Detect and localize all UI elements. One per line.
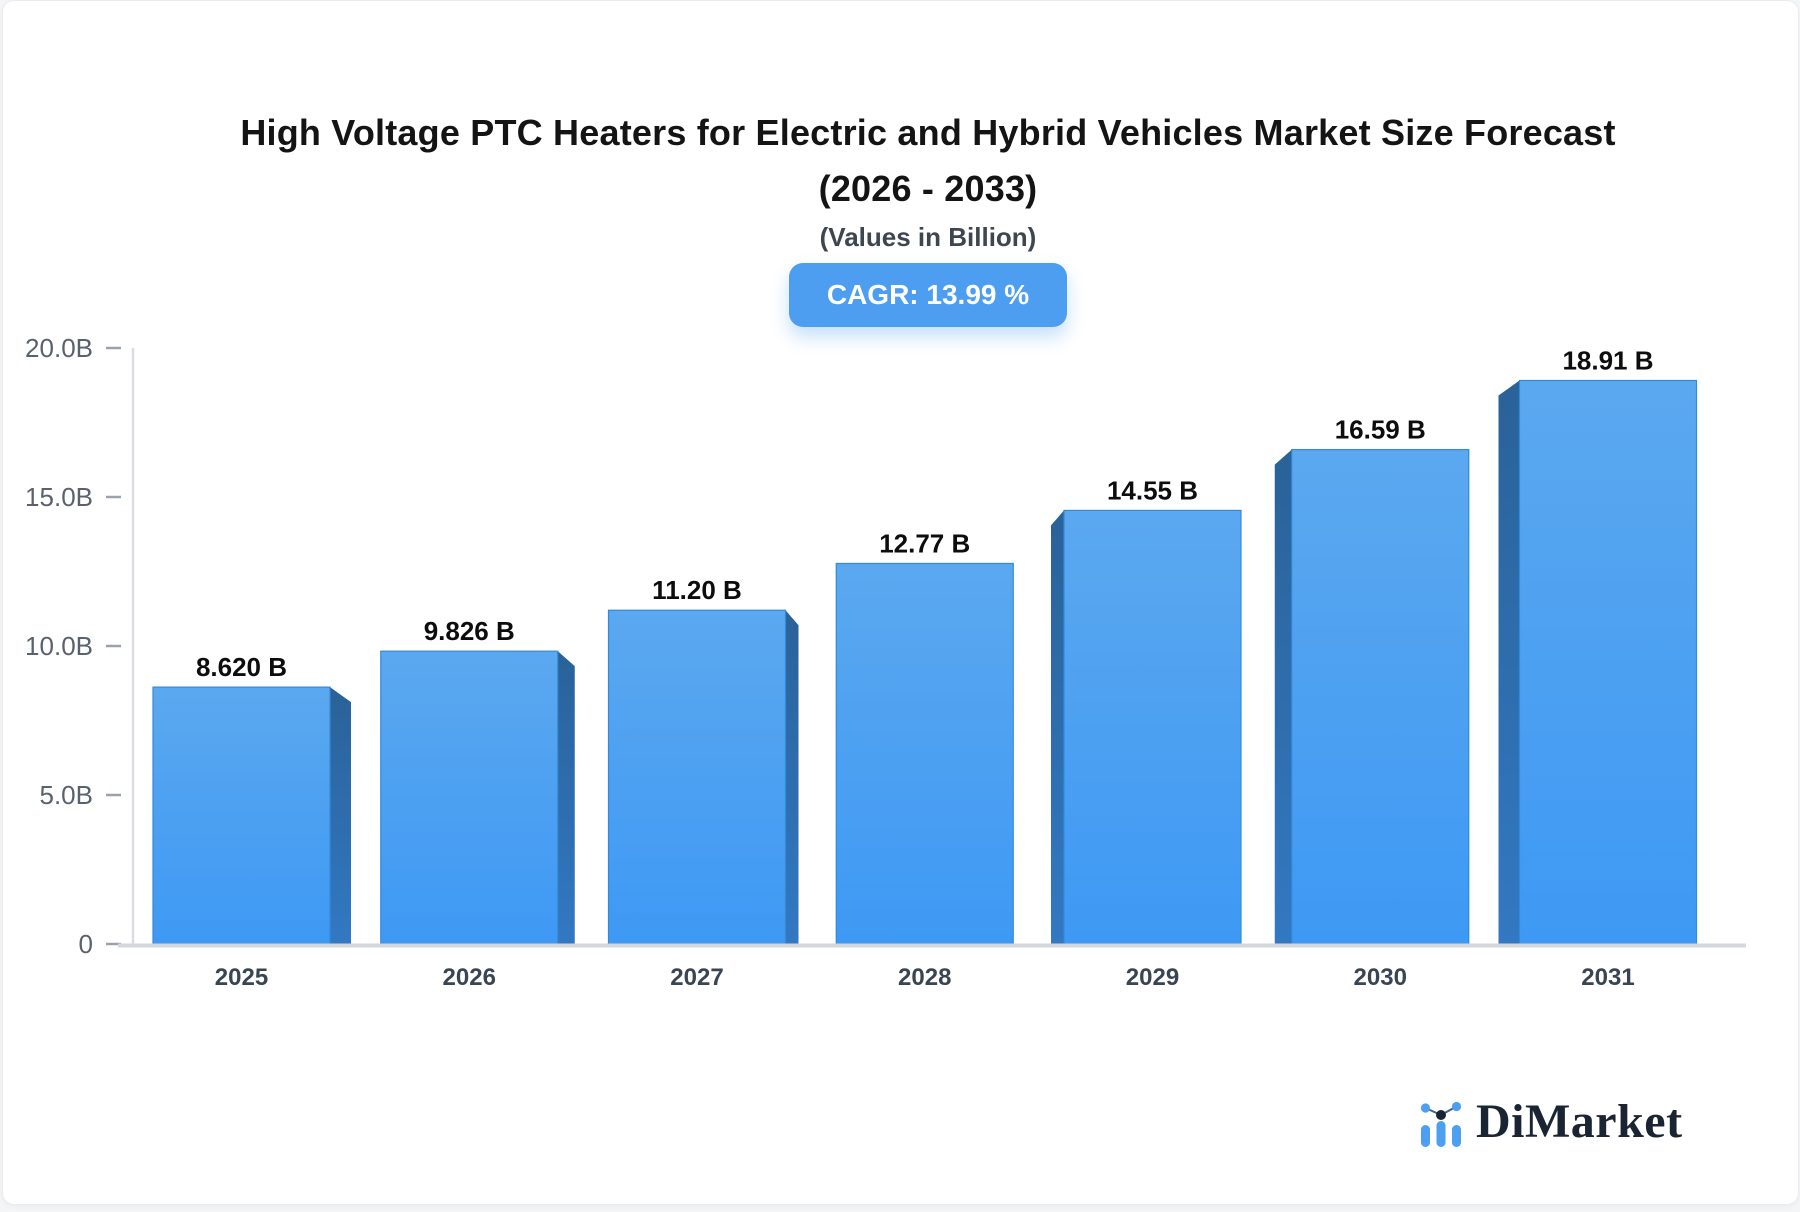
bar-value-label: 9.826 B [424, 616, 515, 646]
bar-side-face [330, 687, 351, 944]
x-axis-label: 2027 [670, 964, 723, 991]
y-axis-label: 15.0B [25, 482, 93, 512]
bar-chart: 20.0B 15.0B 10.0B 5.0B 0 8.620 B 2025 9.826 B 20… [25, 333, 1746, 991]
bar-side-face [785, 610, 799, 944]
chart-title-line2: (2026 - 2033) [818, 168, 1038, 209]
bar-face[interactable] [835, 562, 1014, 945]
y-axis-label: 10.0B [25, 631, 93, 661]
chart-title-line1: High Voltage PTC Heaters for Electric an… [240, 112, 1616, 153]
y-axis-label: 5.0B [40, 780, 94, 810]
bar-2030[interactable] [1274, 449, 1470, 945]
bar-face[interactable] [1518, 379, 1698, 945]
bar-side-face [1274, 449, 1292, 944]
x-axis-label: 2030 [1354, 964, 1407, 991]
bar-value-label: 11.20 B [652, 575, 742, 605]
bar-2028[interactable] [835, 562, 1014, 945]
bar-value-label: 14.55 B [1107, 475, 1198, 505]
bar-2027[interactable] [607, 609, 799, 945]
bar-value-label: 16.59 B [1335, 415, 1426, 445]
bar-value-label: 18.91 B [1562, 345, 1653, 375]
bar-face[interactable] [1063, 509, 1242, 945]
x-axis-label: 2028 [898, 964, 951, 991]
y-axis-label: 0 [79, 929, 93, 959]
brand-logo-icon [1420, 1101, 1462, 1147]
bar-side-face [557, 651, 575, 944]
y-axis-label: 20.0B [25, 333, 93, 363]
chart-subtitle: (Values in Billion) [819, 222, 1037, 252]
bar-2031[interactable] [1498, 379, 1698, 945]
x-axis-label: 2031 [1581, 964, 1634, 991]
bar-2026[interactable] [380, 650, 575, 945]
bar-2029[interactable] [1051, 509, 1242, 945]
bar-2025[interactable] [152, 686, 351, 945]
brand-logo: DiMarket [1419, 1097, 1683, 1147]
bar-side-face [1498, 380, 1520, 944]
x-axis-label: 2029 [1126, 964, 1179, 991]
bar-value-label: 8.620 B [196, 652, 287, 682]
brand-name: DiMarket [1476, 1095, 1683, 1148]
bar-side-face [1051, 510, 1064, 944]
bar-face[interactable] [607, 609, 787, 945]
bar-face[interactable] [380, 650, 559, 945]
bar-value-label: 12.77 B [879, 528, 970, 558]
cagr-badge: CAGR: 13.99 % [788, 263, 1068, 327]
chart-header: High Voltage PTC Heaters for Electric an… [53, 105, 1800, 327]
x-axis-label: 2026 [443, 964, 496, 991]
x-axis-label: 2025 [215, 964, 268, 991]
bar-face[interactable] [1291, 449, 1470, 945]
bar-face[interactable] [152, 686, 331, 945]
